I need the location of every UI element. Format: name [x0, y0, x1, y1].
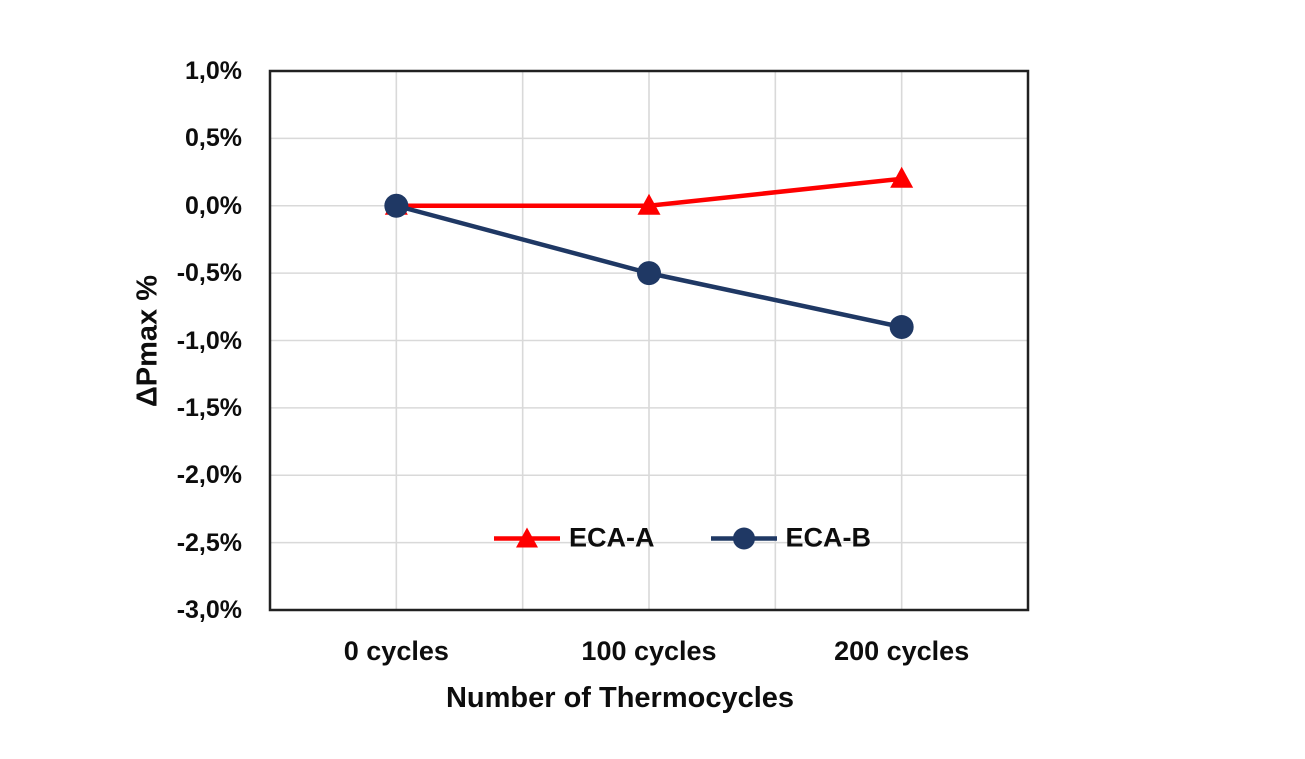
x-tick-label: 200 cycles	[834, 636, 970, 666]
series-marker-eca-a-100-cycles	[637, 193, 661, 215]
plot-border	[268, 69, 1030, 612]
x-tick-label: 100 cycles	[581, 636, 717, 666]
series-marker-eca-b-0-cycles	[384, 193, 409, 218]
y-tick-label: 0,0%	[185, 191, 242, 220]
x-tick-label: 0 cycles	[343, 636, 449, 666]
y-tick-label: -0,5%	[176, 259, 242, 288]
eca-a-legend-marker	[494, 527, 560, 547]
series-marker-eca-a-200-cycles	[890, 166, 914, 188]
y-tick-label: -3,0%	[176, 596, 242, 624]
series-marker-eca-b-100-cycles	[637, 261, 661, 286]
eca-b-legend-marker	[710, 527, 777, 549]
x-axis-title: Number of Thermocycles	[445, 682, 795, 714]
legend-label-eca-a: ECA-A	[569, 522, 655, 553]
legend-item-eca-a: ECA-A	[494, 523, 655, 554]
circle-marker-icon	[732, 527, 755, 549]
legend-label-eca-b: ECA-B	[785, 522, 872, 553]
series-marker-eca-b-200-cycles	[889, 315, 914, 340]
triangle-marker-icon	[516, 527, 538, 547]
y-tick-label: 0,5%	[185, 124, 242, 153]
y-tick-label: -2,0%	[176, 461, 242, 490]
legend: ECA-A ECA-B	[494, 523, 871, 554]
legend-item-eca-b: ECA-B	[710, 522, 872, 554]
y-tick-label: -1,5%	[176, 393, 242, 422]
y-tick-label: 1,0%	[185, 57, 242, 85]
y-tick-label: -2,5%	[176, 528, 242, 557]
y-tick-label: -1,0%	[176, 326, 242, 355]
